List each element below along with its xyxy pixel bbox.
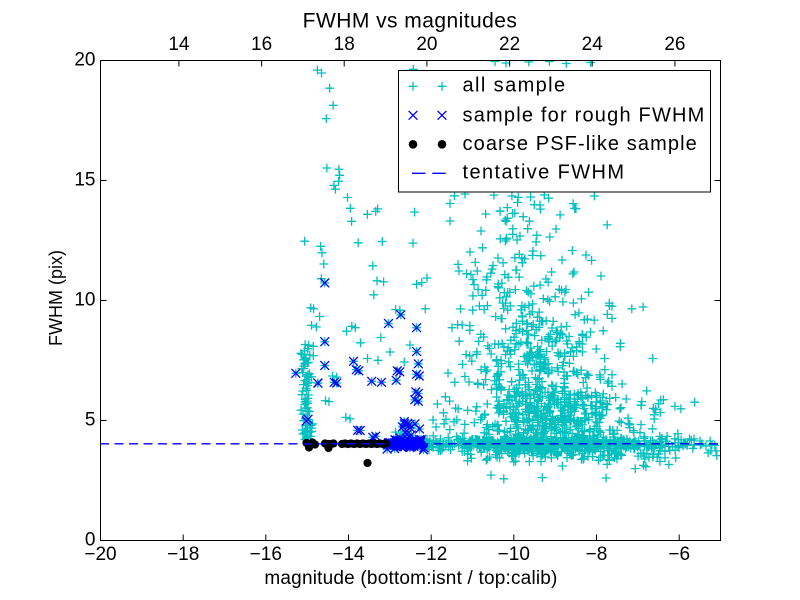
- svg-text:−6: −6: [668, 544, 690, 565]
- svg-text:18: 18: [334, 34, 355, 55]
- svg-text:−18: −18: [167, 544, 199, 565]
- svg-text:coarse PSF-like sample: coarse PSF-like sample: [463, 133, 698, 155]
- svg-text:−12: −12: [415, 544, 447, 565]
- svg-text:10: 10: [74, 290, 95, 311]
- svg-text:−16: −16: [250, 544, 282, 565]
- svg-text:sample for rough FWHM: sample for rough FWHM: [463, 104, 706, 126]
- svg-text:FWHM vs magnitudes: FWHM vs magnitudes: [303, 10, 518, 33]
- svg-text:FWHM (pix): FWHM (pix): [46, 250, 66, 346]
- svg-text:0: 0: [85, 530, 96, 551]
- svg-text:20: 20: [416, 34, 437, 55]
- svg-text:−8: −8: [586, 544, 608, 565]
- svg-text:22: 22: [499, 34, 520, 55]
- svg-text:5: 5: [85, 410, 96, 431]
- svg-text:−10: −10: [498, 544, 530, 565]
- svg-text:16: 16: [251, 34, 272, 55]
- svg-text:24: 24: [582, 34, 604, 55]
- svg-text:all sample: all sample: [463, 75, 567, 97]
- svg-text:14: 14: [168, 34, 190, 55]
- svg-text:26: 26: [664, 34, 685, 55]
- svg-text:−14: −14: [332, 544, 365, 565]
- svg-text:tentative FWHM: tentative FWHM: [463, 162, 626, 184]
- svg-text:20: 20: [74, 50, 95, 71]
- svg-text:15: 15: [74, 170, 95, 191]
- svg-text:magnitude (bottom:isnt / top:c: magnitude (bottom:isnt / top:calib): [264, 568, 557, 589]
- svg-text:−20: −20: [84, 544, 116, 565]
